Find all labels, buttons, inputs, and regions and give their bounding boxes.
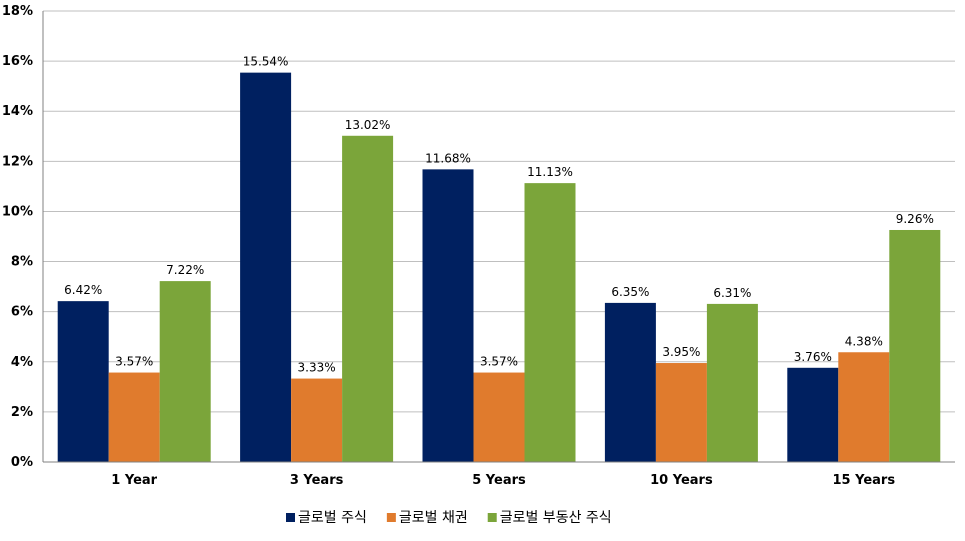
y-tick-label: 16%: [2, 54, 33, 69]
data-label: 4.38%: [845, 334, 883, 348]
bar: [473, 372, 525, 462]
legend-label: 글로벌 주식: [298, 510, 367, 526]
data-label: 3.95%: [662, 345, 700, 359]
x-tick-label: 10 Years: [650, 473, 713, 488]
bar: [655, 363, 707, 462]
data-label: 15.54%: [243, 55, 289, 69]
data-label: 11.68%: [425, 151, 471, 165]
y-tick-label: 4%: [11, 355, 33, 370]
data-label: 13.02%: [345, 118, 391, 132]
y-tick-label: 2%: [11, 405, 33, 420]
bar: [108, 372, 160, 462]
data-label: 3.76%: [794, 350, 832, 364]
x-tick-label: 1 Year: [111, 473, 157, 488]
data-label: 6.31%: [713, 286, 751, 300]
data-label: 9.26%: [896, 212, 934, 226]
x-tick-label: 5 Years: [472, 473, 526, 488]
legend-label: 글로벌 채권: [399, 510, 468, 526]
y-tick-label: 0%: [11, 455, 33, 470]
legend-label: 글로벌 부동산 주식: [500, 510, 612, 526]
bar: [291, 378, 343, 462]
bar: [422, 169, 474, 462]
bar: [159, 281, 211, 462]
y-tick-label: 18%: [2, 4, 33, 19]
legend-swatch: [386, 513, 396, 522]
y-tick-label: 14%: [2, 104, 33, 119]
legend-swatch: [487, 513, 497, 522]
bar: [524, 183, 576, 463]
bar: [240, 72, 292, 463]
bar: [787, 367, 839, 462]
bar: [57, 301, 109, 462]
bar: [604, 302, 656, 462]
data-label: 3.33%: [298, 361, 336, 375]
data-label: 11.13%: [527, 165, 573, 179]
bars: [57, 72, 941, 463]
bar: [342, 135, 394, 462]
data-labels: 6.42% 3.57% 7.22% 15.54% 3.33% 13.02% 11.68% 3.…: [64, 55, 934, 375]
data-label: 6.42%: [64, 283, 102, 297]
y-axis: 0% 2% 4% 6% 8% 10% 12% 14% 16% 18%: [2, 4, 44, 470]
legend: 글로벌 주식 글로벌 채권 글로벌 부동산 주식: [286, 510, 612, 526]
legend-swatch: [286, 513, 295, 522]
y-tick-label: 8%: [11, 255, 33, 270]
y-tick-label: 12%: [2, 154, 33, 169]
y-tick-label: 10%: [2, 204, 33, 219]
data-label: 3.57%: [115, 355, 153, 369]
bar: [706, 303, 758, 462]
y-tick-label: 6%: [11, 305, 33, 320]
data-label: 6.35%: [611, 285, 649, 299]
bar: [889, 229, 941, 462]
x-tick-label: 15 Years: [833, 473, 896, 488]
x-axis: 1 Year 3 Years 5 Years 10 Years 15 Years: [43, 461, 955, 488]
data-label: 7.22%: [166, 263, 204, 277]
data-label: 3.57%: [480, 355, 518, 369]
bar: [838, 352, 890, 462]
x-tick-label: 3 Years: [290, 473, 344, 488]
